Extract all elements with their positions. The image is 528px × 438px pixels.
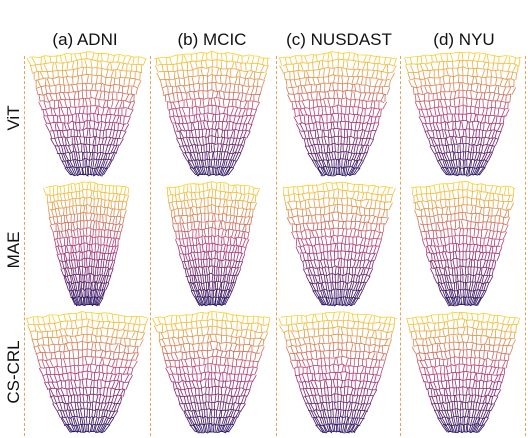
column-divider: [400, 56, 401, 436]
column-title-adni: (a) ADNI: [52, 30, 118, 49]
column-divider: [276, 56, 277, 436]
column-divider: [525, 56, 526, 436]
column-title-nusdast: (c) NUSDAST: [286, 30, 392, 49]
mesh-vit-nusdast: [279, 51, 397, 177]
mesh-mae-nusdast: [282, 181, 396, 307]
mesh-vit-nyu: [404, 51, 522, 177]
mesh-cs-crl-adni: [26, 311, 149, 434]
mesh-cs-crl-mcic: [152, 311, 271, 434]
column-divider: [150, 56, 151, 436]
column-title-nyu: (d) NYU: [433, 30, 495, 49]
mesh-vit-adni: [26, 51, 147, 177]
mesh-cs-crl-nusdast: [278, 311, 397, 434]
mesh-mae-nyu: [410, 181, 516, 307]
column-divider: [24, 56, 25, 436]
column-title-mcic: (b) MCIC: [177, 30, 247, 49]
mesh-mae-adni: [43, 181, 130, 307]
mesh-vit-mcic: [154, 50, 270, 177]
mesh-cs-crl-nyu: [406, 311, 520, 434]
mesh-mae-mcic: [165, 181, 260, 307]
